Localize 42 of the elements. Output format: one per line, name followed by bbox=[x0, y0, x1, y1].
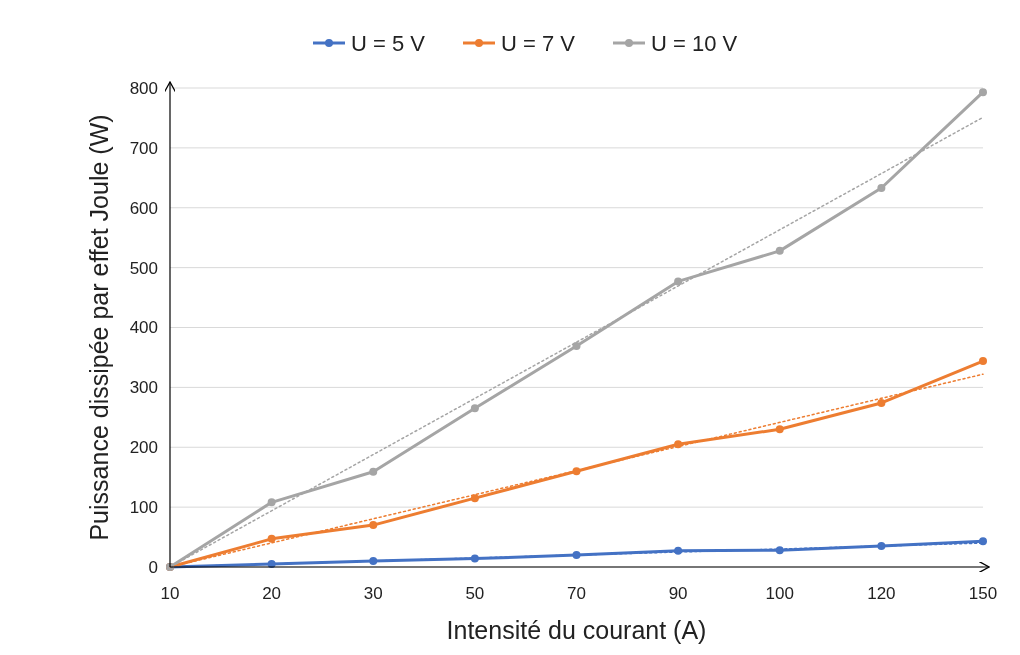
x-axis-title: Intensité du courant (A) bbox=[446, 616, 707, 644]
y-tick-label: 400 bbox=[129, 318, 158, 338]
x-tick-label: 70 bbox=[567, 584, 586, 603]
y-axis-title: Puissance dissipée par effet Joule (W) bbox=[85, 114, 113, 541]
point bbox=[775, 425, 784, 434]
x-tick-label: 20 bbox=[262, 584, 282, 603]
y-tick-label: 0 bbox=[148, 557, 158, 577]
point bbox=[674, 277, 683, 286]
point bbox=[775, 546, 784, 555]
point bbox=[267, 498, 276, 507]
x-tick-label: 120 bbox=[867, 584, 896, 603]
y-tick-label: 700 bbox=[129, 138, 158, 158]
x-tick-label: 10 bbox=[160, 584, 180, 603]
point bbox=[877, 398, 886, 407]
point bbox=[674, 440, 683, 449]
point bbox=[979, 357, 987, 366]
point bbox=[572, 342, 581, 351]
point bbox=[775, 246, 784, 255]
point bbox=[877, 183, 886, 192]
point bbox=[369, 467, 378, 476]
point bbox=[470, 554, 479, 563]
y-tick-label: 500 bbox=[129, 258, 158, 278]
point bbox=[877, 542, 886, 551]
point bbox=[979, 88, 987, 97]
x-tick-label: 50 bbox=[465, 584, 485, 603]
legend-label: U = 5 V bbox=[351, 30, 426, 56]
x-tick-label: 90 bbox=[668, 584, 688, 603]
point bbox=[979, 537, 987, 546]
x-tick-label: 30 bbox=[363, 584, 383, 603]
point bbox=[470, 494, 479, 503]
point bbox=[369, 521, 378, 530]
point bbox=[470, 404, 479, 413]
y-tick-label: 600 bbox=[129, 198, 158, 218]
point bbox=[267, 534, 276, 543]
y-tick-label: 100 bbox=[129, 498, 158, 518]
y-tick-label: 200 bbox=[129, 438, 158, 458]
x-tick-label: 150 bbox=[968, 584, 998, 603]
x-tick-label: 100 bbox=[765, 584, 794, 603]
legend-label: U = 10 V bbox=[651, 30, 738, 56]
y-tick-label: 800 bbox=[129, 78, 158, 98]
legend-label: U = 7 V bbox=[501, 30, 576, 56]
y-tick-label: 300 bbox=[129, 378, 158, 398]
